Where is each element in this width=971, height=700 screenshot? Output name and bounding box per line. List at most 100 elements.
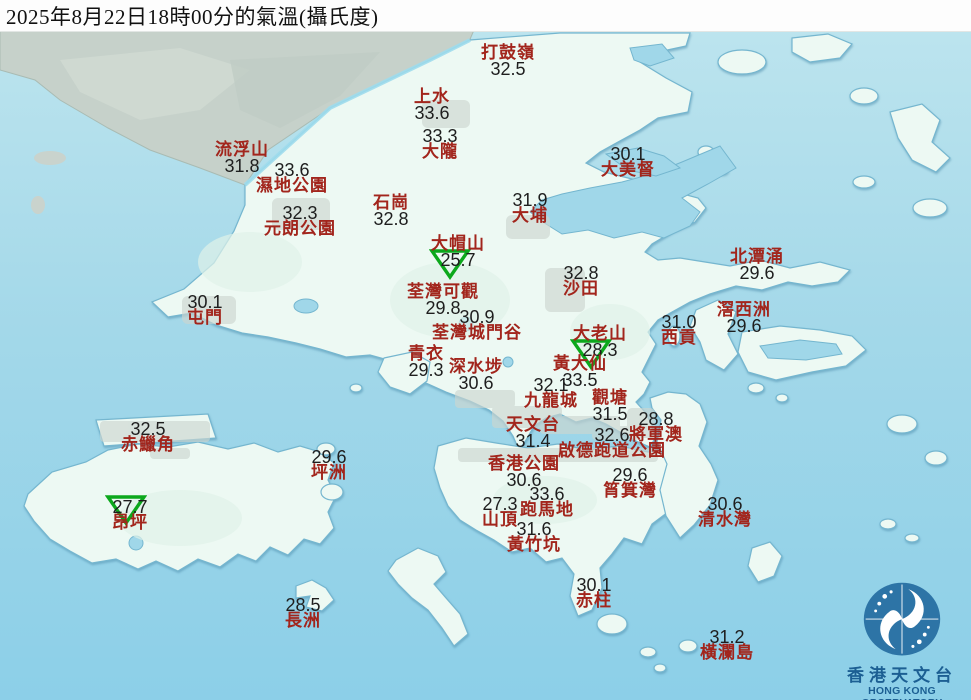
- station-name: 香港公園: [488, 454, 560, 473]
- station-label: 27.3 山頂: [482, 494, 518, 529]
- station-name: 長洲: [285, 611, 321, 630]
- station-label: 28.5 長洲: [285, 595, 321, 630]
- station-label: 33.6 濕地公園: [256, 160, 328, 194]
- map-title: 2025年8月22日18時00分的氣溫(攝氏度): [6, 4, 379, 29]
- station-label: 大帽山 25.7: [429, 234, 485, 280]
- station-temp: 31.8: [224, 156, 260, 176]
- starling-inlet: [629, 43, 675, 67]
- station-temp: 28.3: [582, 340, 618, 360]
- station-label: 石崗 32.8: [373, 194, 409, 228]
- station-temp: 31.6: [516, 519, 552, 539]
- station-temp: 32.3: [282, 203, 318, 223]
- station-label: 30.6 清水灣: [698, 494, 752, 529]
- station-name: 滘西洲: [717, 300, 771, 319]
- station-label: 27.7 昂坪: [105, 495, 148, 532]
- station-label: 北潭涌 29.6: [730, 247, 784, 283]
- station-temp: 30.6: [707, 494, 743, 514]
- station-temp: 31.9: [512, 190, 548, 210]
- station-label: 32.5 赤鱲角: [121, 420, 175, 453]
- station-name: 大帽山: [431, 234, 485, 253]
- station-name: 坪洲: [311, 463, 347, 482]
- station-temp: 32.1: [533, 375, 569, 395]
- title-bar: 2025年8月22日18時00分的氣溫(攝氏度): [0, 0, 971, 32]
- station-name: 啟德跑道公園: [558, 441, 666, 460]
- station-name: 跑馬地: [520, 500, 574, 519]
- station-name: 山頂: [482, 510, 518, 529]
- station-label: 30.9 荃灣城門谷: [432, 307, 522, 341]
- tung-lung-island: [747, 541, 783, 583]
- land-masses: [23, 32, 951, 673]
- lamma-island: [387, 547, 469, 647]
- hko-logo-chinese: 香港天文台: [847, 666, 957, 685]
- station-label: 31.2 橫瀾島: [700, 627, 754, 662]
- station-name: 九龍城: [524, 391, 578, 410]
- station-label: 30.1 屯門: [187, 292, 223, 327]
- station-name: 沙田: [563, 279, 599, 298]
- station-label: 30.1 大美督: [601, 144, 655, 179]
- station-temp: 28.5: [285, 595, 321, 615]
- station-name: 深水埗: [449, 357, 503, 376]
- green-triangle-marker-icon: [429, 249, 471, 280]
- station-temp: 31.0: [661, 312, 697, 332]
- station-temp: 31.5: [592, 404, 628, 424]
- station-label: 香港公園 30.6: [488, 454, 560, 490]
- station-label: 32.8 沙田: [563, 263, 599, 298]
- station-label: 青衣 29.3: [408, 345, 444, 380]
- station-name: 大埔: [512, 206, 548, 225]
- station-temp: 33.5: [562, 370, 598, 390]
- station-name: 大老山: [573, 324, 627, 343]
- station-temp: 29.3: [408, 360, 444, 380]
- station-label: 荃灣可觀 29.8: [407, 283, 479, 317]
- station-name: 昂坪: [112, 513, 148, 532]
- station-label: 打鼓嶺 32.5: [481, 44, 535, 79]
- station-name: 西貢: [661, 328, 697, 347]
- station-name: 清水灣: [698, 510, 752, 529]
- station-temp: 29.6: [311, 447, 347, 467]
- station-label: 28.8 將軍澳: [629, 410, 683, 444]
- station-temp: 30.1: [187, 292, 223, 312]
- station-name: 屯門: [187, 308, 223, 327]
- station-temp: 33.6: [274, 160, 310, 180]
- station-temp: 29.6: [726, 316, 762, 336]
- station-label: 黃大仙 33.5: [553, 355, 607, 390]
- station-label: 觀塘 31.5: [592, 389, 628, 424]
- station-temp: 32.5: [490, 59, 526, 79]
- station-label: 31.9 大埔: [512, 190, 548, 225]
- station-label: 深水埗 30.6: [449, 357, 503, 392]
- station-temp: 30.6: [506, 470, 542, 490]
- station-label: 31.6 黃竹坑: [507, 519, 561, 554]
- station-temp: 33.6: [529, 484, 565, 504]
- hko-logo-english: HONG KONG OBSERVATORY: [862, 685, 943, 700]
- station-name: 黃竹坑: [507, 535, 561, 554]
- station-label: 33.6 跑馬地: [520, 484, 574, 519]
- station-label: 29.6 筲箕灣: [603, 466, 657, 500]
- station-name: 橫瀾島: [700, 643, 754, 662]
- station-name: 大美督: [601, 160, 655, 179]
- tolo-harbour: [529, 145, 737, 239]
- station-temp: 25.7: [440, 250, 476, 270]
- station-temp: 29.6: [739, 263, 775, 283]
- station-label: 滘西洲 29.6: [717, 300, 771, 336]
- station-name: 將軍澳: [629, 425, 683, 444]
- station-label: 30.1 赤柱: [576, 575, 612, 610]
- station-label: 流浮山 31.8: [215, 141, 269, 176]
- high-island-reservoir: [759, 339, 843, 361]
- station-label: 33.3 大隴: [422, 127, 458, 160]
- station-label: 上水 33.6: [414, 88, 450, 123]
- green-triangle-marker-icon: [570, 339, 612, 370]
- station-name: 筲箕灣: [603, 481, 657, 500]
- plover-cove-reservoir: [604, 147, 682, 177]
- station-temp: 30.9: [459, 307, 495, 327]
- station-name: 赤柱: [576, 591, 612, 610]
- station-temp: 30.1: [610, 144, 646, 164]
- station-temp: 30.1: [576, 575, 612, 595]
- station-temp: 31.2: [709, 627, 745, 647]
- station-temp: 32.8: [563, 263, 599, 283]
- station-temp: 33.6: [414, 103, 450, 123]
- terrain-tint: [100, 100, 658, 546]
- inland-water: [128, 43, 843, 551]
- station-name: 北潭涌: [730, 247, 784, 266]
- station-temp: 27.3: [482, 494, 518, 514]
- shenzhen-river: [243, 38, 471, 187]
